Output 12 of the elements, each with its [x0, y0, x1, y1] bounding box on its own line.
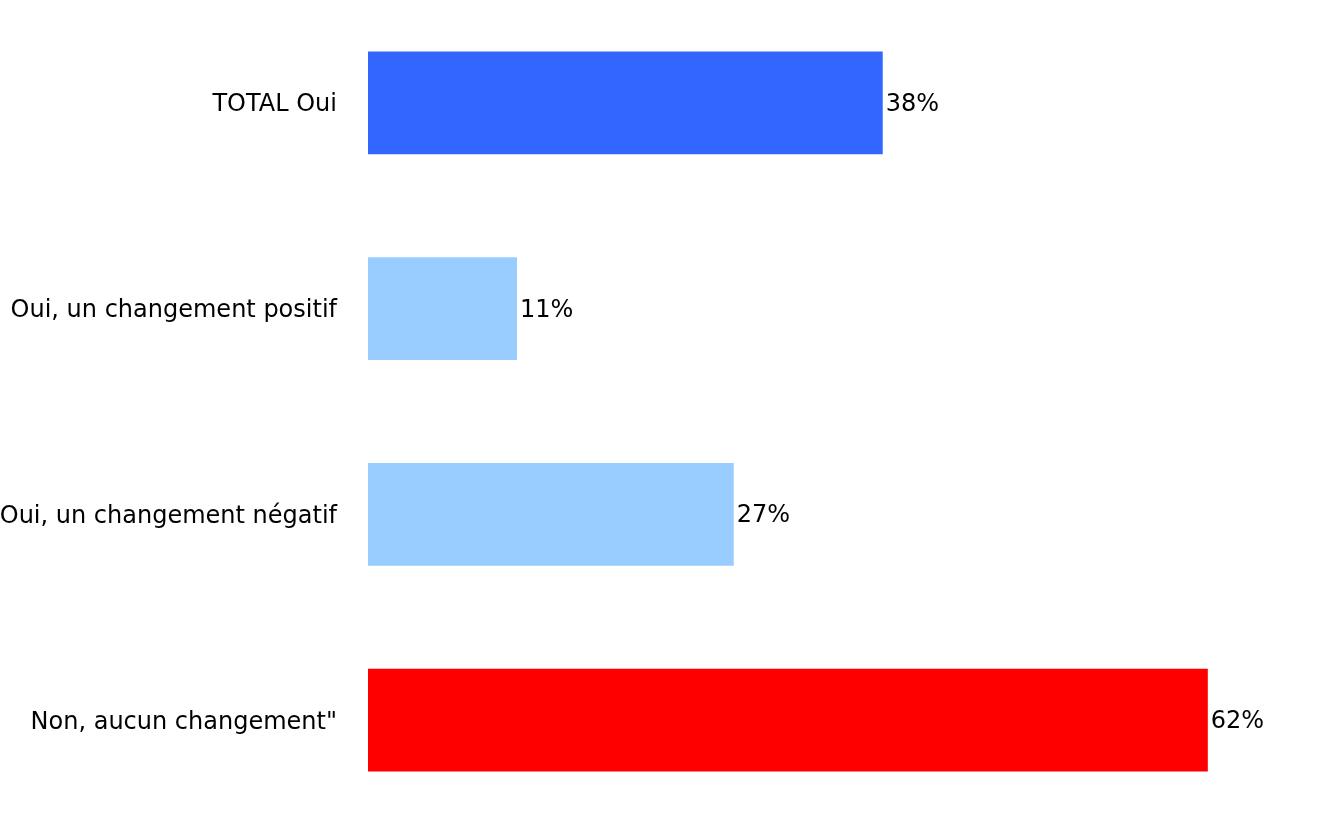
y-tick-label: Non, aucun changement"	[30, 706, 337, 735]
data-label: 38%	[885, 88, 940, 117]
y-tick-label: Oui, un changement négatif	[0, 500, 338, 529]
data-label: 27%	[736, 500, 791, 529]
y-tick-label: Oui, un changement positif	[10, 295, 338, 324]
data-label: 11%	[520, 294, 574, 323]
bar	[368, 462, 734, 566]
bar	[368, 257, 517, 361]
data-label: 62%	[1210, 706, 1265, 735]
y-tick-label: TOTAL Oui	[211, 89, 337, 118]
bar	[368, 51, 883, 155]
bar	[368, 668, 1208, 772]
